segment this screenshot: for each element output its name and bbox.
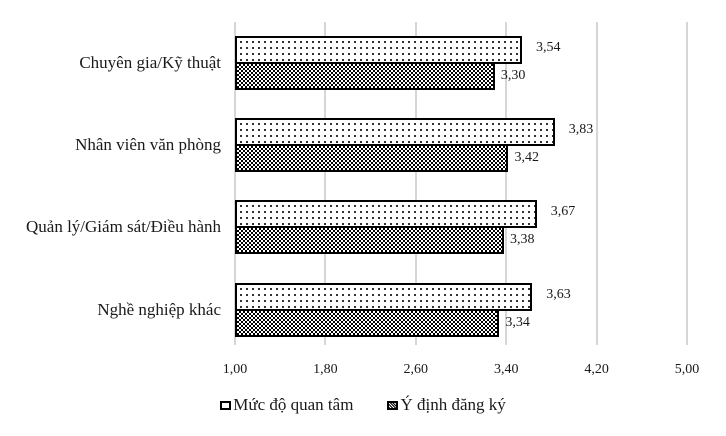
bar-interest [235,200,537,228]
data-value-label: 3,34 [505,315,530,330]
x-tick-label: 1,80 [313,362,338,377]
category-label: Chuyên gia/Kỹ thuật [79,53,221,72]
category-label: Nhân viên văn phòng [75,135,221,154]
bar-intent [235,62,495,90]
gridline [324,22,327,345]
legend-item-intent: Ý định đăng ký [387,395,506,415]
data-value-label: 3,30 [500,68,526,83]
data-value-label: 3,42 [514,150,539,165]
x-tick-label: 4,20 [584,362,609,377]
gridline [505,22,508,345]
data-value-label: 3,83 [568,122,594,137]
legend-label: Ý định đăng ký [400,395,506,414]
x-tick-label: 5,00 [674,362,700,377]
bar-interest [235,118,555,146]
x-tick-label: 3,40 [493,362,519,377]
bar-intent [235,226,504,254]
data-value-label: 3,67 [550,204,576,219]
gridline [595,22,598,345]
x-tick-label: 1,00 [222,362,248,377]
data-value-label: 3,63 [546,287,571,302]
bar-intent [235,144,509,172]
x-tick-label: 2,60 [403,362,429,377]
checkered-pattern-swatch-icon [387,400,399,410]
bar-interest [235,36,523,64]
bar-intent [235,309,500,337]
gridline [234,22,236,345]
category-label: Nghề nghiệp khác [97,300,221,319]
dots-pattern-swatch-icon [220,400,232,410]
category-label: Quản lý/Giám sát/Điều hành [26,217,221,236]
gridline [686,22,688,345]
legend: Mức độ quan tâm Ý định đăng ký [0,395,726,415]
legend-item-interest: Mức độ quan tâm [220,395,353,415]
legend-label: Mức độ quan tâm [233,395,354,414]
gridline [414,22,417,345]
data-value-label: 3,38 [509,232,535,247]
bar-interest [235,283,533,311]
data-value-label: 3,54 [536,40,561,55]
